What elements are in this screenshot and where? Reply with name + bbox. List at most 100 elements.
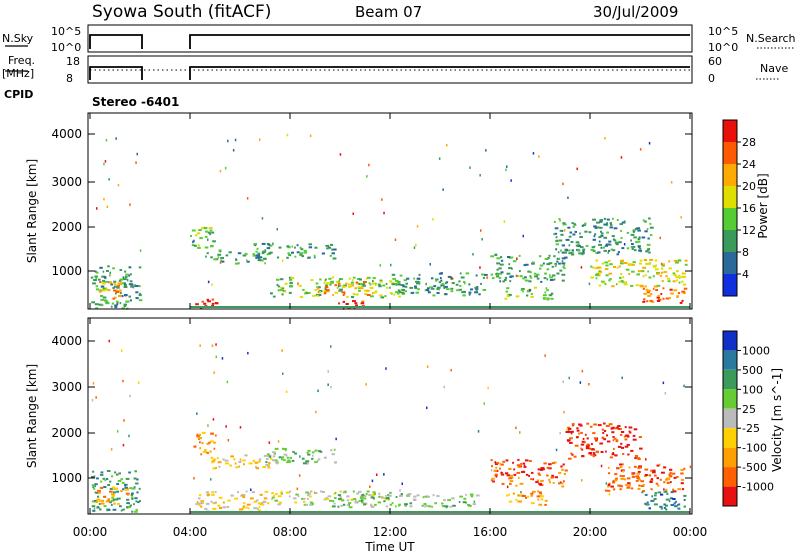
power-cell	[604, 268, 609, 271]
power-cell	[639, 284, 644, 287]
velocity-cell	[327, 383, 329, 386]
power-cell	[562, 222, 566, 225]
velocity-cell	[653, 498, 657, 500]
power-cell	[110, 305, 113, 308]
power-cell	[490, 273, 493, 276]
velocity-cell	[490, 459, 493, 462]
power-cell	[327, 246, 330, 249]
power-cell	[392, 277, 397, 280]
power-cell	[196, 232, 201, 235]
power-cell	[256, 247, 259, 250]
velocity-cell	[271, 492, 274, 495]
power-cell	[592, 266, 595, 269]
power-cell	[530, 295, 534, 298]
power-cell	[542, 297, 546, 300]
velocity-cell	[603, 438, 607, 441]
velocity-cell	[563, 473, 566, 475]
power-cell	[568, 249, 571, 252]
velocity-cell	[530, 492, 534, 495]
power-colorbar-swatch	[723, 230, 737, 252]
power-cell	[657, 298, 662, 301]
power-cell	[596, 266, 601, 269]
velocity-cell	[91, 484, 95, 487]
power-cell	[620, 262, 624, 265]
velocity-cell	[243, 502, 246, 505]
power-cell	[134, 284, 136, 287]
velocity-cell	[615, 477, 618, 480]
velocity-cell	[616, 426, 619, 429]
velocity-cell	[272, 451, 276, 454]
power-cell	[347, 283, 352, 286]
velocity-cell	[609, 456, 613, 459]
velocity-cell	[635, 475, 640, 478]
power-cell	[261, 259, 264, 262]
power-cell	[395, 280, 399, 282]
velocity-cell	[632, 434, 636, 437]
power-cell	[637, 229, 641, 232]
power-cell	[332, 294, 334, 296]
velocity-cell	[330, 449, 333, 452]
power-cell	[232, 149, 235, 152]
power-cell	[397, 292, 400, 295]
power-cell	[649, 293, 653, 296]
velocity-cell	[198, 436, 203, 439]
velocity-cell	[627, 482, 631, 485]
power-cell	[104, 300, 109, 303]
velocity-cell	[93, 507, 96, 510]
power-cell	[389, 280, 392, 283]
power-cell	[99, 266, 103, 269]
power-cell	[193, 239, 195, 243]
power-cell	[113, 280, 117, 283]
velocity-cell	[617, 445, 622, 448]
velocity-cell	[225, 425, 227, 428]
power-cell	[598, 236, 602, 239]
power-cell	[324, 280, 327, 283]
power-cell	[632, 245, 636, 248]
power-cell	[608, 249, 611, 252]
power-cell	[571, 251, 574, 254]
power-cell	[209, 233, 212, 236]
power-cell	[642, 287, 645, 290]
velocity-cell	[110, 448, 113, 451]
velocity-cell	[115, 473, 119, 476]
power-cell	[281, 259, 284, 262]
velocity-cell	[607, 466, 610, 469]
cpid-value: Stereo -6401	[92, 95, 179, 109]
power-cell	[415, 280, 420, 283]
power-cell	[418, 282, 421, 285]
power-cell	[266, 247, 271, 250]
power-cell	[509, 275, 514, 278]
velocity-cell	[604, 489, 608, 492]
power-cell	[561, 273, 566, 276]
power-cell	[125, 273, 129, 276]
velocity-cell	[106, 509, 109, 512]
power-cell	[450, 287, 454, 290]
velocity-cell	[606, 440, 611, 443]
power-cell	[527, 270, 531, 273]
power-cell	[122, 278, 127, 281]
power-cell	[675, 276, 679, 279]
power-cell	[616, 266, 619, 269]
power-cell	[355, 304, 358, 307]
power-cell	[630, 284, 634, 287]
velocity-cell	[614, 427, 618, 430]
velocity-cell	[613, 437, 617, 440]
velocity-cell	[571, 423, 575, 426]
power-cell	[659, 236, 661, 240]
power-cell	[655, 289, 659, 291]
velocity-cell	[198, 433, 201, 436]
velocity-cell	[114, 498, 119, 501]
velocity-cell	[648, 507, 651, 510]
velocity-cell	[307, 497, 309, 500]
power-cell	[682, 292, 686, 295]
velocity-cell	[253, 500, 257, 503]
power-cell	[502, 280, 505, 283]
velocity-cell	[272, 455, 276, 458]
velocity-cell	[389, 503, 393, 506]
power-cell	[123, 286, 128, 288]
velocity-cell	[103, 495, 106, 498]
velocity-cell	[218, 496, 223, 499]
power-cell	[549, 276, 553, 279]
power-cell	[608, 243, 612, 246]
power-cell	[402, 285, 406, 288]
